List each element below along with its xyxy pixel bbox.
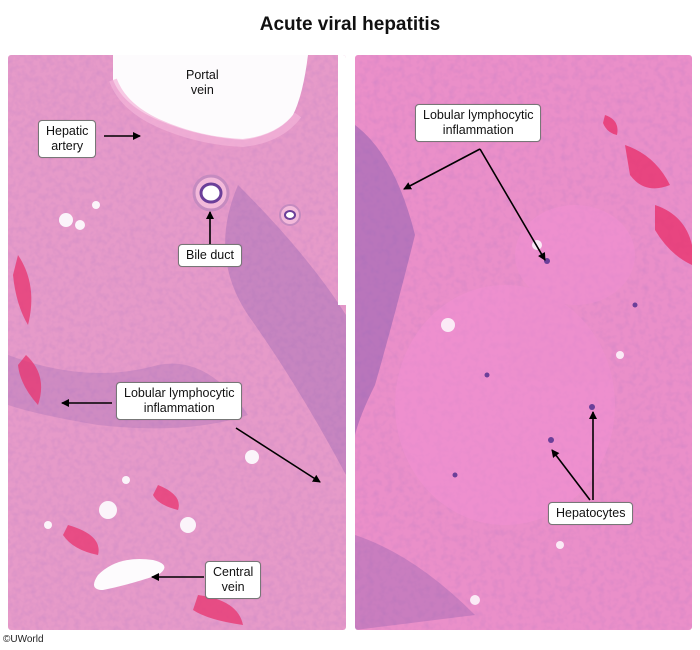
lymphocytic-infiltrate <box>355 125 415 435</box>
figure-title: Acute viral hepatitis <box>259 14 441 35</box>
bile-duct-structure <box>192 174 301 226</box>
copyright-notice: ©UWorld <box>3 634 44 645</box>
portal-vein-lumen <box>113 55 308 140</box>
inflammatory-infiltrate <box>225 185 346 475</box>
right-inflammation-arrow-2 <box>479 148 546 261</box>
portal-vein-label: Portal vein <box>186 68 219 97</box>
right-inflammation-arrow-1 <box>403 148 481 190</box>
central-vein-label: Central vein <box>205 561 262 599</box>
bile-duct-label: Bile duct <box>178 244 242 267</box>
hemorrhage-areas <box>603 115 692 265</box>
hemorrhage-areas <box>13 255 243 625</box>
hepatocytes-label: Hepatocytes <box>548 502 634 525</box>
lobule-micrograph <box>355 55 692 630</box>
hepatic-artery-label: Hepatic artery <box>38 120 97 158</box>
right-inflammation-label: Lobular lymphocytic inflammation <box>415 104 542 142</box>
left-inflammation-arrow-2 <box>235 427 321 483</box>
left-inflammation-label: Lobular lymphocytic inflammation <box>116 382 243 420</box>
central-vein-lumen <box>94 559 165 590</box>
hepatocytes-arrow-1 <box>551 449 591 501</box>
